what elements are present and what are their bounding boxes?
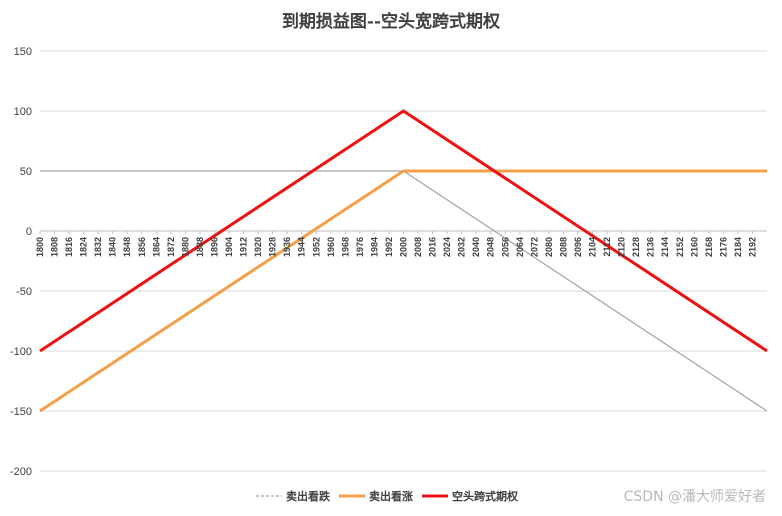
y-tick-label: -50	[16, 286, 32, 298]
legend-item-3[interactable]: 空头跨式期权	[422, 489, 519, 503]
x-tick-label: 2176	[718, 237, 728, 257]
x-tick-label: 1800	[35, 237, 45, 257]
x-tick-label: 2128	[631, 237, 641, 257]
x-tick-label: 2016	[428, 237, 438, 257]
x-tick-label: 2080	[544, 237, 554, 257]
x-tick-label: 1888	[195, 237, 205, 257]
x-tick-label: 1968	[340, 237, 350, 257]
x-tick-label: 1880	[180, 237, 190, 257]
y-tick-label: -150	[10, 406, 32, 418]
y-tick-label: -200	[10, 466, 32, 478]
x-tick-label: 1960	[326, 237, 336, 257]
y-tick-label: 150	[14, 46, 32, 58]
x-tick-label: 1864	[151, 237, 161, 257]
x-tick-label: 2008	[413, 237, 423, 257]
x-tick-label: 1992	[384, 237, 394, 257]
x-tick-label: 1856	[137, 237, 147, 257]
series-lines	[39, 109, 768, 413]
x-tick-label: 2104	[588, 237, 598, 257]
gridlines	[40, 50, 767, 472]
y-tick-label: -100	[10, 346, 32, 358]
x-tick-label: 1928	[268, 237, 278, 257]
x-tick-label: 1984	[369, 237, 379, 257]
x-tick-label: 2144	[660, 237, 670, 257]
x-tick-label: 2136	[646, 237, 656, 257]
x-tick-label: 1840	[108, 237, 118, 257]
y-axis-ticks: 150 100 50 0 -50 -100 -150 -200	[10, 46, 32, 478]
x-tick-label: 1944	[297, 237, 307, 257]
x-tick-label: 2032	[457, 237, 467, 257]
x-tick-label: 2152	[675, 237, 685, 257]
x-axis-ticks: 1800 1808 1816 1824 1832 1840 1848 1856 1864 1872…	[35, 231, 757, 257]
x-tick-label: 2056	[500, 237, 510, 257]
x-tick-label: 2096	[573, 237, 583, 257]
x-tick-label: 2040	[471, 237, 481, 257]
legend-label: 空头跨式期权	[452, 489, 519, 503]
legend[interactable]: 卖出看跌 卖出看涨 空头跨式期权	[256, 489, 519, 503]
y-tick-label: 100	[14, 106, 32, 118]
x-tick-label: 1816	[64, 237, 74, 257]
y-tick-label: 0	[26, 226, 32, 238]
x-tick-label: 1808	[50, 237, 60, 257]
x-tick-label: 2184	[733, 237, 743, 257]
x-tick-label: 1920	[253, 237, 263, 257]
x-tick-label: 2088	[558, 237, 568, 257]
legend-item-2[interactable]: 卖出看涨	[339, 489, 413, 503]
x-tick-label: 1976	[355, 237, 365, 257]
x-tick-label: 1848	[122, 237, 132, 257]
x-tick-label: 2024	[442, 237, 452, 257]
x-tick-label: 2064	[515, 237, 525, 257]
x-tick-label: 2160	[689, 237, 699, 257]
series-line-2	[39, 169, 767, 413]
x-tick-label: 1832	[93, 237, 103, 257]
x-tick-label: 1824	[79, 237, 89, 257]
series-line-3	[39, 109, 768, 353]
legend-label: 卖出看跌	[286, 489, 331, 503]
x-tick-label: 1896	[209, 237, 219, 257]
x-tick-label: 1912	[239, 237, 249, 257]
x-tick-label: 2072	[529, 237, 539, 257]
legend-label: 卖出看涨	[369, 489, 413, 503]
watermark-text: CSDN @潘大师爱好者	[624, 489, 766, 505]
x-tick-label: 2112	[602, 237, 612, 257]
x-tick-label: 2168	[704, 237, 714, 257]
x-tick-label: 2048	[486, 237, 496, 257]
x-tick-label: 1904	[224, 237, 234, 257]
x-tick-label: 2000	[399, 237, 409, 257]
legend-item-1[interactable]: 卖出看跌	[256, 489, 331, 503]
x-tick-label: 2192	[747, 237, 757, 257]
x-tick-label: 1872	[166, 237, 176, 257]
x-tick-label: 1952	[311, 237, 321, 257]
chart-title: 到期损益图--空头宽跨式期权	[282, 11, 501, 32]
x-tick-label: 2120	[617, 237, 627, 257]
y-tick-label: 50	[20, 166, 32, 178]
x-tick-label: 1936	[282, 237, 292, 257]
